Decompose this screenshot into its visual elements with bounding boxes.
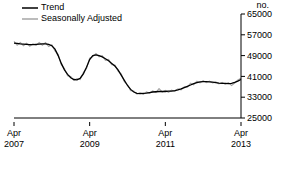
- svg-text:41000: 41000: [247, 72, 272, 82]
- svg-text:2009: 2009: [80, 139, 100, 149]
- svg-text:2011: 2011: [156, 139, 175, 149]
- svg-text:2013: 2013: [231, 139, 251, 149]
- svg-text:57000: 57000: [247, 30, 272, 40]
- svg-text:25000: 25000: [247, 113, 272, 123]
- svg-text:Apr: Apr: [234, 128, 248, 138]
- html-text:Trend: Trend: [41, 2, 65, 12]
- svg-text:65000: 65000: [247, 9, 272, 19]
- html-text:Seasonally Adjusted: Seasonally Adjusted: [41, 13, 123, 23]
- svg-text:Apr: Apr: [158, 128, 172, 138]
- svg-text:Apr: Apr: [8, 128, 21, 138]
- svg-text:33000: 33000: [247, 92, 272, 102]
- svg-text:2007: 2007: [8, 139, 24, 149]
- html-text:no.: no.: [256, 0, 269, 10]
- svg-text:Apr: Apr: [83, 128, 97, 138]
- svg-text:49000: 49000: [247, 51, 272, 61]
